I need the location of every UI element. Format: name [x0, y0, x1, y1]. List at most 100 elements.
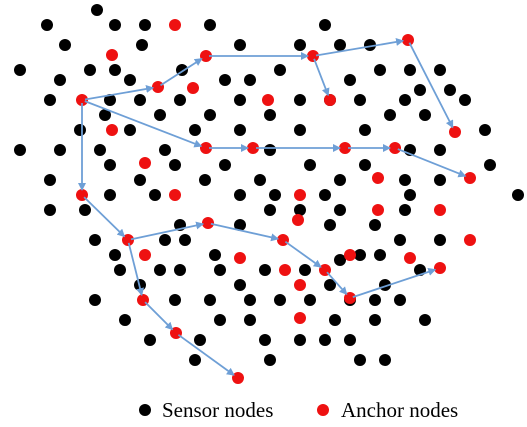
anchor-node [139, 157, 151, 169]
sensor-node [419, 314, 431, 326]
sensor-node [324, 279, 336, 291]
sensor-node [89, 234, 101, 246]
sensor-node [104, 94, 116, 106]
sensor-node [204, 294, 216, 306]
sensor-node [269, 189, 281, 201]
sensor-node [369, 294, 381, 306]
anchor-node [294, 312, 306, 324]
anchor-node [307, 50, 319, 62]
sensor-node [41, 19, 53, 31]
sensor-node [394, 234, 406, 246]
nodes-layer [14, 4, 524, 384]
anchor-node [202, 217, 214, 229]
sensor-node [234, 189, 246, 201]
anchor-node [262, 94, 274, 106]
sensor-node [459, 94, 471, 106]
sensor-node [189, 124, 201, 136]
anchor-node [277, 234, 289, 246]
sensor-node [114, 264, 126, 276]
sensor-node [354, 94, 366, 106]
sensor-node [304, 159, 316, 171]
sensor-node [174, 94, 186, 106]
sensor-node [244, 74, 256, 86]
anchor-node [434, 262, 446, 274]
sensor-node [154, 109, 166, 121]
sensor-node [234, 124, 246, 136]
sensor-node [264, 354, 276, 366]
sensor-node [444, 84, 456, 96]
sensor-node [44, 204, 56, 216]
sensor-node [274, 294, 286, 306]
sensor-node [294, 124, 306, 136]
trajectory-arrow [83, 196, 126, 238]
sensor-node [179, 234, 191, 246]
sensor-node [219, 74, 231, 86]
sensor-node [434, 144, 446, 156]
anchor-node [169, 19, 181, 31]
anchor-node [279, 264, 291, 276]
sensor-node [234, 219, 246, 231]
anchor-node [389, 142, 401, 154]
sensor-node [264, 204, 276, 216]
sensor-node [369, 314, 381, 326]
anchor-node [247, 142, 259, 154]
sensor-node [99, 109, 111, 121]
sensor-node [394, 294, 406, 306]
sensor-node [334, 174, 346, 186]
sensor-node [379, 354, 391, 366]
anchor-node [344, 249, 356, 261]
sensor-node [354, 354, 366, 366]
legend-anchor-label: Anchor nodes [341, 398, 458, 422]
anchor-node [464, 234, 476, 246]
anchor-node [106, 49, 118, 61]
trajectory-arrow [284, 240, 322, 268]
sensor-node [334, 39, 346, 51]
sensor-node [159, 234, 171, 246]
sensor-node [44, 174, 56, 186]
anchor-node [200, 142, 212, 154]
sensor-node [479, 124, 491, 136]
sensor-node [259, 264, 271, 276]
sensor-node [14, 64, 26, 76]
sensor-node [334, 204, 346, 216]
sensor-node [299, 264, 311, 276]
trajectory-arrow [177, 334, 235, 376]
sensor-node [134, 174, 146, 186]
sensor-node [434, 174, 446, 186]
sensor-node [14, 144, 26, 156]
sensor-node [79, 204, 91, 216]
sensor-node [254, 174, 266, 186]
sensor-node [204, 19, 216, 31]
sensor-node [244, 314, 256, 326]
sensor-node [359, 124, 371, 136]
anchor-node [464, 172, 476, 184]
anchor-node [200, 50, 212, 62]
anchor-node [372, 172, 384, 184]
anchor-node [234, 252, 246, 264]
sensor-node [434, 64, 446, 76]
sensor-node [399, 94, 411, 106]
sensor-node [304, 294, 316, 306]
sensor-node [399, 174, 411, 186]
anchor-node [402, 34, 414, 46]
sensor-node [244, 294, 256, 306]
sensor-node [104, 159, 116, 171]
sensor-node [159, 144, 171, 156]
trajectory-arrow [352, 268, 437, 298]
sensor-node [404, 189, 416, 201]
sensor-node [324, 219, 336, 231]
sensor-node [434, 234, 446, 246]
sensor-node [139, 19, 151, 31]
sensor-node [44, 94, 56, 106]
anchor-node [76, 94, 88, 106]
sensor-node [54, 74, 66, 86]
sensor-node [169, 294, 181, 306]
trajectory-arrow [130, 221, 205, 241]
sensor-node [154, 264, 166, 276]
sensor-node [149, 189, 161, 201]
anchor-node [187, 82, 199, 94]
sensor-node [174, 264, 186, 276]
sensor-node [294, 39, 306, 51]
anchor-node [434, 204, 446, 216]
